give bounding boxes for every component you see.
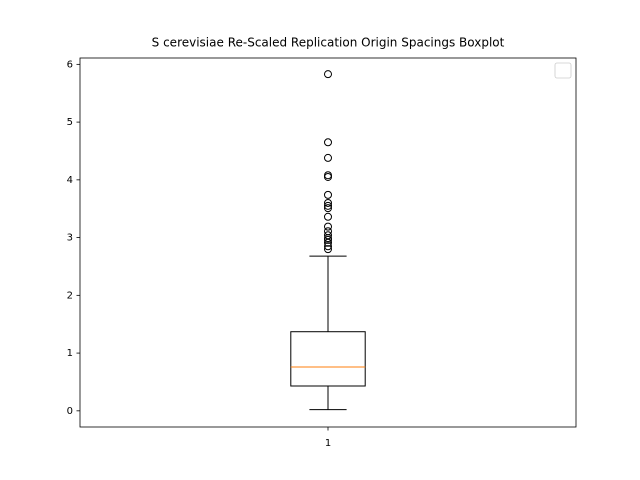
outlier	[324, 242, 332, 251]
y-tick-label: 3	[67, 233, 73, 244]
outlier	[324, 231, 332, 240]
outlier	[324, 138, 332, 147]
outlier	[324, 172, 332, 181]
y-tick-label: 6	[67, 59, 73, 70]
outlier	[324, 70, 332, 79]
outlier	[324, 201, 332, 210]
outlier	[324, 153, 332, 162]
outlier	[324, 235, 332, 244]
y-tick-label: 4	[67, 175, 73, 186]
chart-title: S cerevisiae Re-Scaled Replication Origi…	[152, 36, 505, 50]
outlier	[324, 245, 332, 254]
outlier	[324, 222, 332, 231]
y-tick-label: 5	[67, 117, 73, 128]
y-tick-label: 0	[67, 406, 73, 417]
outlier	[324, 212, 332, 221]
y-tick-label: 1	[67, 348, 73, 359]
outlier	[324, 190, 332, 199]
box	[290, 331, 366, 387]
outlier	[324, 198, 332, 207]
outlier	[324, 204, 332, 213]
x-tick-label: 1	[325, 438, 331, 449]
y-tick-label: 2	[67, 290, 73, 301]
outlier	[324, 238, 332, 247]
legend	[554, 62, 572, 79]
